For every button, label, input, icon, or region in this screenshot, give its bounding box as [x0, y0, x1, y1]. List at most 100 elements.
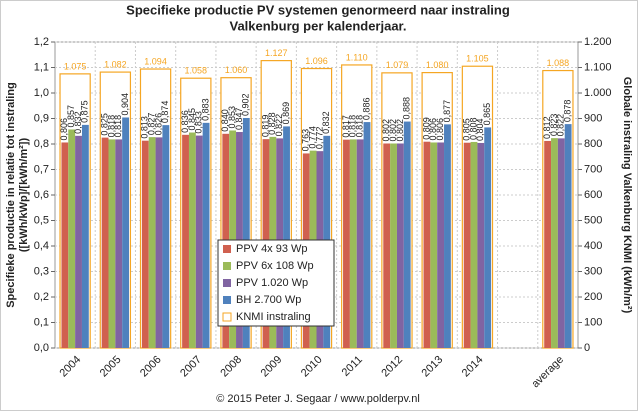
- bar: [430, 142, 438, 348]
- bar: [188, 132, 196, 348]
- value-label: 0,833: [194, 111, 204, 134]
- y-tick-label: 1,0: [34, 87, 49, 99]
- y-tick-label: 0,7: [34, 163, 49, 175]
- value-label: 0,822: [556, 114, 566, 137]
- value-label: 0,826: [153, 113, 163, 136]
- legend-label: PPV 1.020 Wp: [236, 277, 308, 289]
- y-tick-label: 1,2: [34, 36, 49, 48]
- value-label: 0,822: [274, 114, 284, 137]
- y-tick-label: 0,2: [34, 291, 49, 303]
- legend-label: PPV 6x 108 Wp: [236, 260, 314, 272]
- value-label: 0,845: [187, 108, 197, 131]
- knmi-value-label: 1.110: [346, 52, 368, 62]
- value-label: 0,853: [227, 106, 237, 129]
- bar: [557, 138, 565, 348]
- value-label: 0,805: [462, 118, 472, 141]
- bar: [162, 125, 170, 348]
- knmi-value-label: 1.060: [225, 65, 248, 75]
- legend-label: KNMI instraling: [236, 311, 311, 323]
- bar: [68, 129, 76, 348]
- bar: [283, 126, 290, 348]
- value-label: 0,832: [321, 111, 331, 134]
- value-label: 0,818: [113, 115, 123, 138]
- value-label: 0,902: [241, 93, 251, 116]
- bar: [349, 139, 357, 348]
- bar: [122, 117, 130, 348]
- chart-title: Specifieke productie PV systemen genorme…: [126, 2, 510, 17]
- bar: [141, 140, 149, 348]
- bar: [544, 140, 552, 348]
- knmi-value-label: 1.079: [386, 60, 409, 70]
- y-tick-label: 0,1: [34, 316, 49, 328]
- y2-tick-label: 1.100: [584, 61, 612, 73]
- knmi-value-label: 1.127: [265, 48, 288, 58]
- legend-label: PPV 4x 93 Wp: [236, 243, 308, 255]
- value-label: 0,817: [341, 115, 351, 138]
- value-label: 0,818: [348, 115, 358, 138]
- value-label: 0,802: [395, 119, 405, 142]
- bar: [148, 137, 156, 348]
- bar: [81, 124, 89, 348]
- y2-tick-label: 900: [584, 112, 602, 124]
- knmi-value-label: 1.058: [185, 66, 208, 76]
- bar: [477, 142, 485, 348]
- value-label: 0,806: [435, 118, 445, 141]
- legend-swatch: [223, 245, 231, 253]
- bar: [463, 142, 471, 348]
- legend-label: BH 2.700 Wp: [236, 294, 301, 306]
- y2-tick-label: 800: [584, 138, 602, 150]
- bar: [229, 130, 237, 348]
- value-label: 0,869: [281, 102, 291, 125]
- bar: [155, 137, 163, 348]
- value-label: 0,877: [442, 100, 452, 123]
- value-label: 0,857: [66, 105, 76, 128]
- bar: [423, 141, 431, 348]
- bar: [202, 122, 210, 349]
- value-label: 0,840: [220, 109, 230, 132]
- knmi-value-label: 1.094: [144, 56, 167, 66]
- value-label: 0,812: [542, 116, 552, 139]
- bar: [437, 142, 445, 348]
- knmi-value-label: 1.105: [466, 54, 489, 64]
- y-tick-label: 0,9: [34, 112, 49, 124]
- value-label: 0,819: [260, 115, 270, 138]
- bar: [75, 135, 82, 348]
- y-tick-label: 0,3: [34, 265, 49, 277]
- y2-tick-label: 300: [584, 265, 602, 277]
- value-label: 0,808: [468, 117, 478, 140]
- value-label: 0,878: [563, 100, 573, 123]
- value-label: 0,809: [421, 117, 431, 140]
- value-label: 0,847: [234, 107, 244, 130]
- legend-box: [217, 239, 335, 327]
- value-label: 0,825: [99, 113, 109, 136]
- bar: [403, 121, 411, 348]
- value-label: 0,806: [59, 118, 69, 141]
- y-tick-label: 1,1: [34, 61, 49, 73]
- y2-tick-label: 100: [584, 316, 602, 328]
- bar: [61, 142, 69, 348]
- bar: [470, 141, 478, 348]
- knmi-value-label: 1.082: [104, 59, 127, 69]
- value-label: 0,836: [180, 110, 190, 133]
- legend-swatch: [223, 296, 231, 304]
- value-label: 0,802: [381, 119, 391, 142]
- bar: [444, 124, 451, 349]
- value-label: 0,774: [307, 126, 317, 149]
- footer: © 2015 Peter J. Segaar / www.polderpv.nl: [216, 393, 420, 405]
- bar: [356, 139, 364, 348]
- value-label: 0,818: [106, 115, 116, 138]
- value-label: 0,883: [200, 98, 210, 121]
- bar: [363, 122, 371, 348]
- knmi-value-label: 1.096: [305, 56, 328, 66]
- value-label: 0,904: [120, 93, 130, 116]
- value-label: 0,875: [80, 100, 90, 123]
- value-label: 0,802: [388, 119, 398, 142]
- bar: [551, 138, 558, 348]
- y2-tick-label: 0: [584, 342, 590, 354]
- legend-swatch: [223, 279, 231, 287]
- y-axis-label: ([kWh/kWp]/[kWh/m²]): [18, 138, 30, 253]
- y-axis-label: Specifieke productie in relatie tot inst…: [5, 82, 17, 308]
- value-label: 0,818: [355, 115, 365, 138]
- bar: [390, 143, 397, 348]
